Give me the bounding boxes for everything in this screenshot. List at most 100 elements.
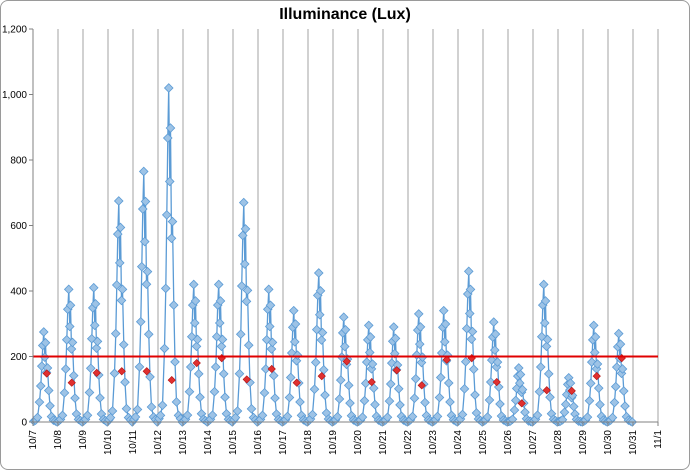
illuminance-point	[310, 357, 321, 368]
y-tick-label: 0	[21, 418, 27, 429]
daily-mean-point	[567, 386, 576, 395]
illuminance-point	[360, 378, 371, 389]
illuminance-point	[143, 329, 154, 340]
illuminance-point	[540, 296, 551, 306]
illuminance-point	[489, 345, 500, 355]
daily-mean-point	[317, 372, 326, 381]
illuminance-point	[332, 411, 343, 422]
illuminance-point	[282, 411, 293, 422]
x-tick-label: 10/21	[378, 430, 389, 455]
illuminance-point	[168, 300, 179, 310]
gridlines	[57, 29, 659, 422]
illuminance-point	[607, 412, 618, 423]
illuminance-point	[613, 328, 624, 339]
illuminance-point	[392, 360, 403, 370]
illuminance-point	[382, 412, 393, 423]
illuminance-point	[159, 343, 170, 354]
illuminance-point	[260, 364, 271, 374]
illuminance-point	[132, 404, 143, 415]
illuminance-point	[114, 258, 125, 268]
x-tick-label: 10/18	[303, 430, 314, 455]
illuminance-point	[135, 316, 146, 327]
illuminance-point	[413, 309, 424, 319]
illuminance-point	[368, 383, 379, 393]
illuminance-point	[620, 401, 630, 411]
illuminance-point	[171, 397, 182, 407]
illuminance-point	[514, 378, 525, 388]
illuminance-point	[290, 319, 301, 329]
illuminance-point	[185, 362, 196, 372]
y-tick-label: 800	[10, 156, 27, 167]
illuminance-point	[220, 392, 230, 403]
illuminance-point	[189, 318, 200, 328]
x-tick-label: 10/13	[178, 430, 189, 455]
x-tick-label: 10/24	[453, 430, 464, 455]
illuminance-point	[164, 176, 175, 187]
x-tick-label: 10/31	[628, 430, 639, 455]
illuminance-point	[167, 216, 178, 227]
illuminance-point	[465, 284, 476, 295]
chart-title: Illuminance (Lux)	[279, 6, 411, 23]
illuminance-point	[137, 204, 148, 214]
illuminance-point	[217, 334, 228, 345]
x-tick-label: 10/7	[28, 430, 39, 450]
illuminance-point	[265, 300, 276, 311]
illuminance-point	[113, 196, 124, 206]
illuminance-point	[459, 384, 470, 394]
y-tick-label: 200	[10, 352, 27, 363]
x-tick-label: 10/29	[578, 430, 589, 455]
illuminance-point	[118, 339, 129, 350]
illuminance-point	[136, 261, 147, 272]
illuminance-point	[345, 398, 355, 408]
daily-mean-point	[417, 381, 426, 390]
illuminance-point	[157, 400, 168, 411]
x-tick-label: 10/25	[478, 430, 489, 455]
daily-mean-point	[442, 355, 451, 364]
illuminance-point	[40, 337, 51, 348]
illuminance-point	[484, 395, 495, 405]
illuminance-point	[65, 300, 76, 311]
illuminance-point	[238, 197, 249, 208]
daily-mean-point	[167, 375, 176, 385]
illuminance-point	[190, 296, 201, 306]
illuminance-point	[395, 400, 405, 410]
illuminance-point	[313, 268, 324, 278]
illuminance-point	[517, 384, 528, 395]
illuminance-point	[120, 377, 130, 388]
illuminance-point	[568, 401, 579, 412]
illuminance-point	[64, 321, 75, 332]
illuminance-point	[388, 322, 399, 332]
illuminance-point	[284, 392, 295, 403]
illuminance-point	[88, 282, 99, 293]
illuminance-point	[617, 364, 628, 374]
daily-mean-point	[92, 368, 101, 377]
illuminance-point	[266, 344, 277, 354]
illuminance-point	[541, 341, 552, 352]
daily-mean-point	[517, 399, 526, 408]
y-tick-label: 600	[10, 221, 27, 232]
illuminance-point	[170, 357, 180, 367]
illuminance-point	[334, 394, 345, 404]
daily-mean-point	[117, 367, 126, 376]
illuminance-point	[460, 356, 471, 367]
illuminance-point	[188, 279, 199, 290]
illuminance-point	[615, 339, 626, 349]
daily-mean-point	[367, 377, 376, 387]
illuminance-point	[161, 210, 172, 220]
x-tick-label: 10/30	[603, 430, 614, 455]
illuminance-point	[588, 320, 599, 331]
illuminance-point	[237, 230, 248, 241]
illuminance-point	[111, 280, 122, 290]
illuminance-point	[155, 410, 166, 421]
illuminance-point	[466, 334, 477, 344]
illuminance-point	[162, 133, 173, 143]
illuminance-point	[109, 368, 120, 379]
illuminance-point	[43, 385, 54, 396]
illuminance-point	[610, 381, 621, 392]
illuminance-point	[45, 400, 55, 411]
x-tick-label: 10/14	[203, 430, 214, 455]
illuminance-point	[121, 403, 132, 414]
x-tick-label: 10/9	[78, 430, 89, 450]
x-tick-label: 10/26	[503, 430, 514, 455]
illuminance-point	[66, 344, 77, 354]
